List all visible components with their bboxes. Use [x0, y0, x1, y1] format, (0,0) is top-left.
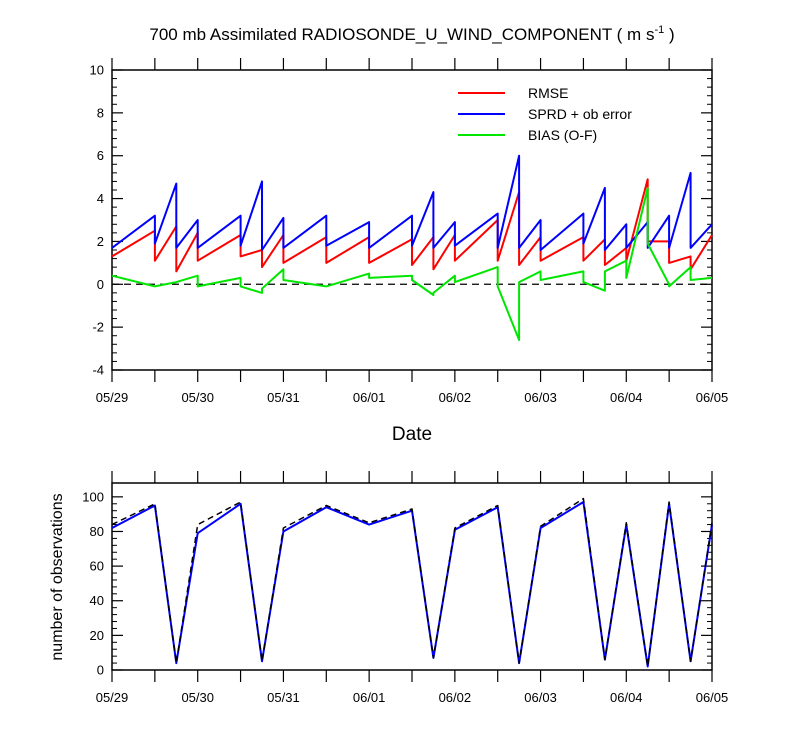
y-tick-label: -2	[92, 320, 104, 335]
legend-label-rmse: RMSE	[528, 85, 568, 101]
x-tick-label: 06/02	[439, 390, 472, 405]
legend-label-bias: BIAS (O-F)	[528, 127, 597, 143]
y-tick-label: 20	[90, 628, 104, 643]
x-tick-label: 06/04	[610, 390, 643, 405]
x-tick-label: 05/31	[267, 390, 300, 405]
series-lines	[111, 154, 713, 341]
x-tick-label: 05/29	[96, 390, 129, 405]
y-tick-label: 0	[97, 277, 104, 292]
y-tick-label: 4	[97, 191, 104, 206]
y-tick-label: 100	[82, 489, 104, 504]
y-tick-label: 80	[90, 524, 104, 539]
legend-label-sprd: SPRD + ob error	[528, 106, 632, 122]
chart-title-superscript: -1	[654, 24, 664, 36]
y-tick-label: 60	[90, 559, 104, 574]
y-tick-label: 0	[97, 663, 104, 678]
x-tick-label: 05/31	[267, 690, 300, 705]
x-tick-label: 05/30	[181, 390, 214, 405]
series-lines	[111, 497, 713, 668]
x-tick-label: 06/05	[696, 690, 729, 705]
x-tick-label: 05/30	[181, 690, 214, 705]
x-axis-label: Date	[392, 424, 432, 445]
x-tick-label: 06/05	[696, 390, 729, 405]
x-tick-label: 06/02	[439, 690, 472, 705]
observation-count-plot: 0 20 40 60 80 100 05/29 05/30 05/31 06/01 06/02 06/…	[49, 471, 728, 705]
chart-title-end: )	[664, 25, 674, 44]
x-tick-label: 06/03	[524, 390, 557, 405]
y-tick-label: -4	[92, 363, 104, 378]
y-tick-label: 2	[97, 234, 104, 249]
wind-statistics-plot: -4 -2 0 2 4 6 8 10 05/29 05/30 05/31 06/01 06/02 06/0…	[90, 58, 729, 445]
y-tick-label: 8	[97, 105, 104, 120]
bottom-axis-ticks: 0 20 40 60 80 100 05/29 05/30 05/31 06/01 06/02 06/…	[82, 471, 728, 705]
x-tick-label: 05/29	[96, 690, 129, 705]
x-tick-label: 06/01	[353, 690, 386, 705]
x-tick-label: 06/01	[353, 390, 386, 405]
series-line-0	[111, 178, 713, 273]
series-line-1	[111, 497, 713, 668]
y-tick-label: 40	[90, 593, 104, 608]
top-axis-ticks: -4 -2 0 2 4 6 8 10 05/29 05/30 05/31 06/01 06/02 06/0…	[90, 58, 729, 405]
chart-title: 700 mb Assimilated RADIOSONDE_U_WIND_COM…	[149, 24, 674, 44]
y-axis-label: number of observations	[49, 493, 66, 660]
legend: RMSE SPRD + ob error BIAS (O-F)	[458, 85, 632, 143]
y-tick-label: 10	[90, 63, 104, 78]
series-line-2	[111, 186, 713, 341]
y-tick-label: 6	[97, 148, 104, 163]
x-tick-label: 06/04	[610, 690, 643, 705]
series-line-0	[111, 501, 713, 668]
series-line-1	[111, 154, 713, 251]
x-tick-label: 06/03	[524, 690, 557, 705]
